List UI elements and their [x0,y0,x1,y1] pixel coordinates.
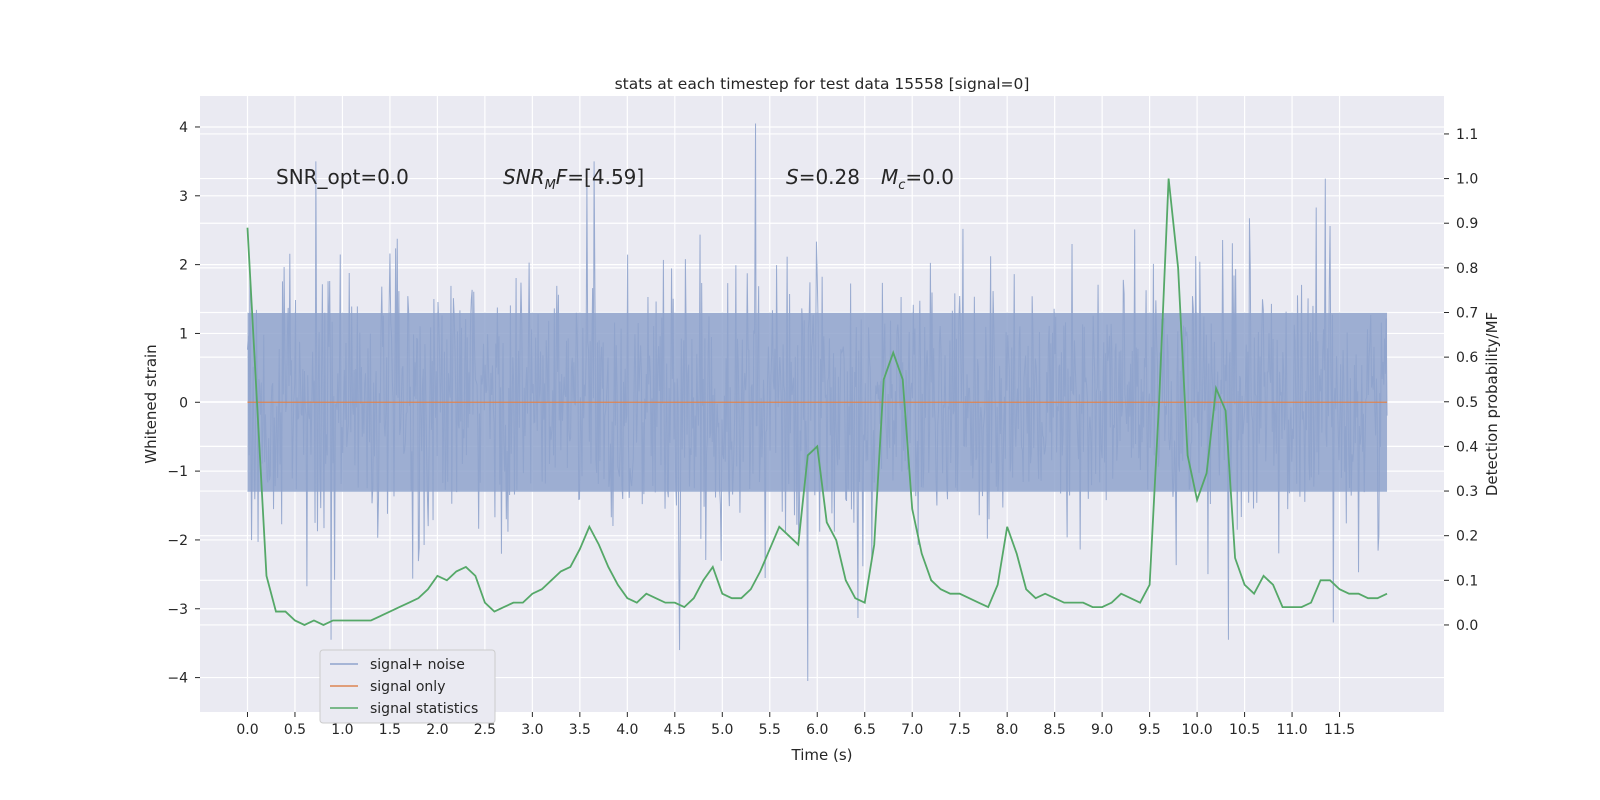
y-right-tick-label: 0.6 [1456,350,1478,366]
y-left-tick-label: 4 [179,120,188,136]
y-left-tick-label: −2 [167,533,188,549]
legend-label-signal: signal only [370,679,445,695]
y-left-tick-label: 2 [179,258,188,274]
y-right-tick-label: 0.8 [1456,261,1478,277]
signal-statistics-series [246,178,1388,626]
y-right-tick-label: 0.2 [1456,529,1478,545]
y-right-tick-label: 0.5 [1456,395,1478,411]
snr-mf-value: =[4.59] [567,165,644,189]
x-tick-label: 2.5 [474,722,496,738]
y-left-tick-label: 1 [179,326,188,342]
s-label: S [786,165,799,189]
legend: signal+ noise signal only signal statist… [319,649,496,724]
legend-box [319,649,496,724]
x-tick-label: 0.5 [284,722,306,738]
x-tick-label: 8.0 [996,722,1018,738]
snr-mf-suffix-italic: F [556,165,568,189]
s-value: =0.28 [799,165,860,189]
x-tick-label: 1.5 [379,722,401,738]
legend-label-statistics: signal statistics [370,701,478,717]
y-left-tick-label: −4 [167,671,188,687]
x-tick-label: 4.5 [664,722,686,738]
annotation-snr-opt: SNR_opt=0.0 [276,165,409,189]
x-tick-label: 1.0 [331,722,353,738]
x-tick-label: 3.5 [569,722,591,738]
x-tick-label: 2.0 [426,722,448,738]
x-tick-label: 7.5 [949,722,971,738]
y-axis-label-right: Detection probability/MF [1483,312,1501,496]
signal-statistics-line [246,178,1388,626]
legend-label-noise: signal+ noise [370,657,465,673]
snr-mf-sub: M [545,178,556,193]
annotation-s: S=0.28 [786,165,860,189]
mc-value: =0.0 [905,165,954,189]
y-left-tick-label: 3 [179,189,188,205]
x-tick-label: 10.0 [1182,722,1213,738]
y-right-tick-label: 1.1 [1456,127,1478,143]
y-left-tick-label: −1 [167,464,188,480]
y-right-tick-label: 0.3 [1456,484,1478,500]
x-tick-label: 8.5 [1044,722,1066,738]
x-tick-label: 10.5 [1229,722,1260,738]
y-left-tick-label: 0 [179,395,188,411]
y-right-tick-label: 0.1 [1456,573,1478,589]
snr-mf-prefix: SNR [503,165,545,189]
x-tick-label: 11.5 [1324,722,1355,738]
y-right-tick-label: 1.0 [1456,172,1478,188]
x-tick-label: 9.0 [1091,722,1113,738]
chart-title: stats at each timestep for test data 155… [615,75,1030,93]
x-tick-label: 4.0 [616,722,638,738]
x-tick-label: 5.0 [711,722,733,738]
annotation-mc: Mc=0.0 [881,165,954,193]
x-tick-label: 9.5 [1138,722,1160,738]
y-right-tick-label: 0.9 [1456,216,1478,232]
x-tick-label: 6.5 [854,722,876,738]
x-tick-label: 5.5 [759,722,781,738]
x-axis-label: Time (s) [791,746,853,764]
annotation-snr-mf: SNRMF=[4.59] [503,165,644,193]
y-right-tick-label: 0.0 [1456,618,1478,634]
y-right-tick-label: 0.4 [1456,439,1478,455]
tick-labels: 0.0 0.5 1.0 1.5 2.0 2.5 3.0 3.5 4.0 4.5 5.0 5.5 6.0 6… [167,120,1478,738]
y-right-tick-label: 0.7 [1456,305,1478,321]
mc-sub: c [898,178,905,193]
x-tick-label: 11.0 [1276,722,1307,738]
x-tick-label: 7.0 [901,722,923,738]
y-left-tick-label: −3 [167,602,188,618]
x-tick-label: 0.0 [236,722,258,738]
y-axis-label-left: Whitened strain [142,344,160,463]
noise-line [246,123,1388,682]
x-tick-label: 3.0 [521,722,543,738]
x-tick-label: 6.0 [806,722,828,738]
mc-label: M [881,165,898,189]
